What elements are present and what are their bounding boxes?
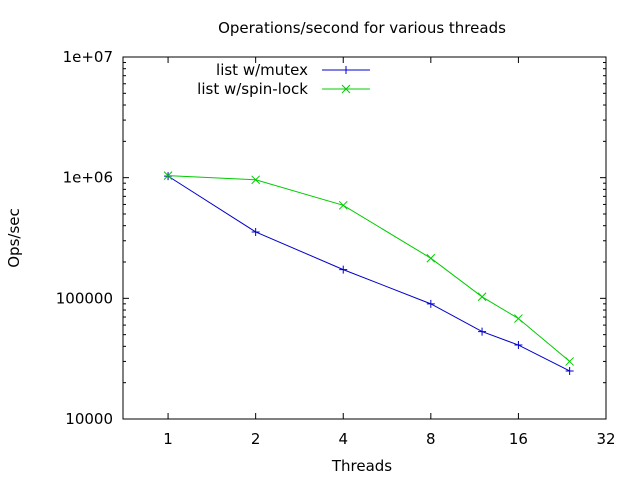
data-point <box>426 299 435 308</box>
x-tick-label: 4 <box>338 430 348 448</box>
legend-marker <box>341 84 351 94</box>
data-point <box>478 327 487 336</box>
x-tick-label: 8 <box>426 430 436 448</box>
legend-marker <box>342 66 350 74</box>
data-point <box>339 265 348 274</box>
series-line <box>168 175 570 362</box>
data-point <box>514 341 523 350</box>
data-point <box>251 227 260 236</box>
plot-frame <box>122 56 607 420</box>
data-point <box>163 171 173 180</box>
series-layer <box>163 171 575 375</box>
y-tick-label: 1e+06 <box>63 169 113 187</box>
data-point <box>514 314 523 323</box>
legend-label: list w/spin-lock <box>197 80 308 98</box>
y-tick-label: 100000 <box>56 289 113 307</box>
series-spin-lock <box>163 171 575 366</box>
data-point <box>565 366 574 375</box>
data-point <box>426 253 436 263</box>
x-axis-label: Threads <box>331 457 392 475</box>
data-point <box>477 292 487 302</box>
y-axis-label: Ops/sec <box>5 208 23 268</box>
series-line <box>167 175 570 372</box>
x-tick-label: 1 <box>163 430 173 448</box>
y-tick-label: 10000 <box>65 410 113 428</box>
x-tick-label: 32 <box>596 430 615 448</box>
x-tick-label: 2 <box>251 430 261 448</box>
series-mutex <box>164 172 574 375</box>
legend-label: list w/mutex <box>216 61 308 79</box>
x-tick-label: 16 <box>509 430 528 448</box>
data-point <box>338 200 348 210</box>
ticks-layer: 1 2 4 8 16 32 10000 100000 1e+06 1e+07 <box>56 48 616 448</box>
y-tick-label: 1e+07 <box>63 48 113 66</box>
chart-title: Operations/second for various threads <box>218 19 506 37</box>
data-point <box>251 175 261 185</box>
data-point <box>565 357 575 366</box>
